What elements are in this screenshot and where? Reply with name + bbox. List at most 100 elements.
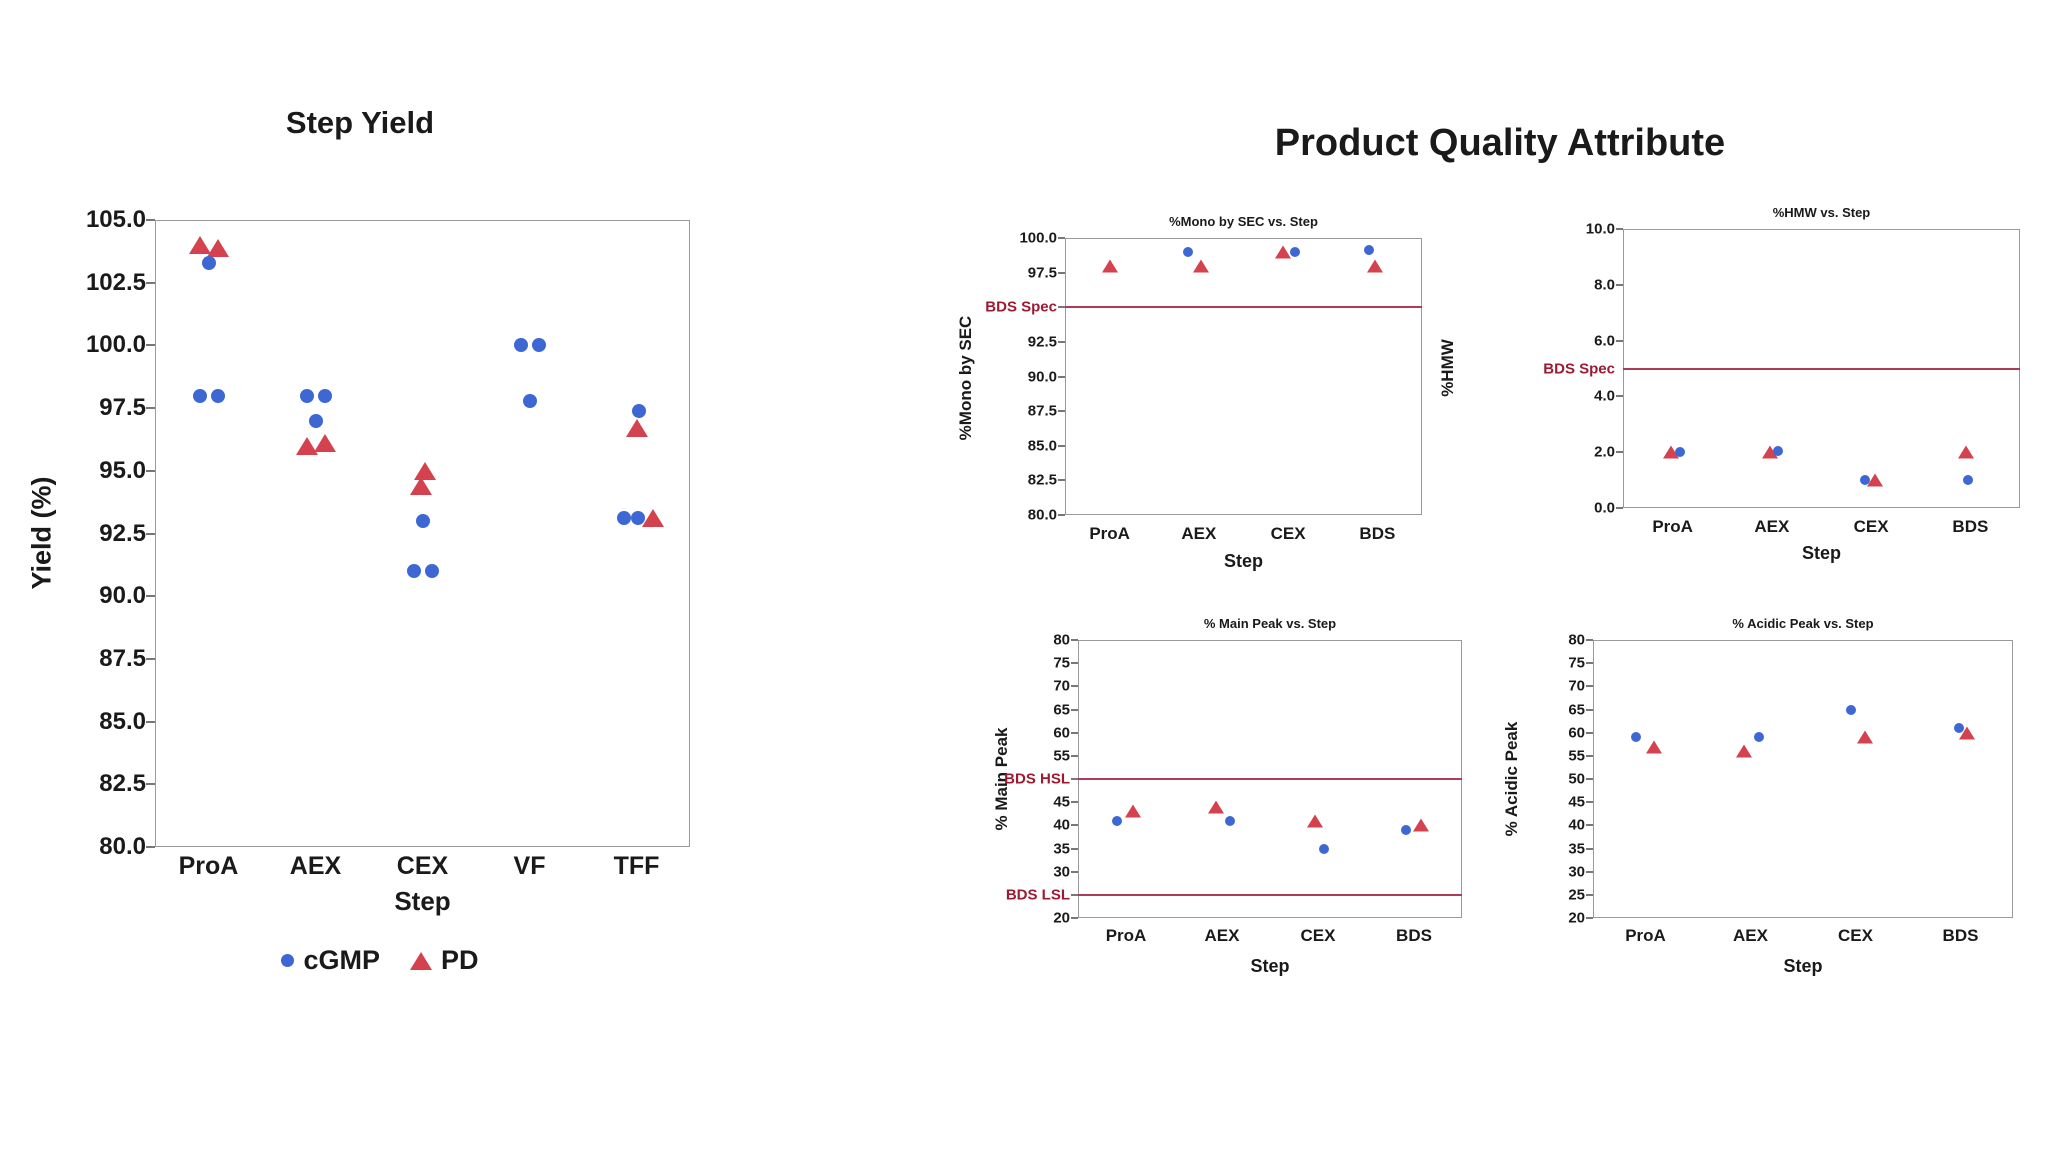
marker-pd xyxy=(1856,730,1873,744)
y-tick-label: 80 xyxy=(1568,631,1585,649)
y-tick-label: 2.0 xyxy=(1594,443,1615,461)
step-yield-x-axis-label: Step xyxy=(394,886,451,916)
x-category-label: CEX xyxy=(1300,926,1336,945)
y-tick-mark xyxy=(1586,662,1593,665)
y-tick-mark xyxy=(1616,507,1623,509)
y-tick-mark xyxy=(1058,444,1065,447)
x-category-label: BDS xyxy=(1396,926,1432,945)
y-tick-mark xyxy=(1058,514,1065,516)
spec-ref-line xyxy=(1065,306,1422,309)
mono-x-axis-label: Step xyxy=(1223,551,1263,571)
y-tick-label: 87.5 xyxy=(99,644,146,672)
y-tick-label: 105.0 xyxy=(85,206,146,233)
marker-cgmp xyxy=(630,511,645,526)
y-tick-label: 80 xyxy=(1053,631,1070,649)
mono-chart-title: %Mono by SEC vs. Step xyxy=(1169,214,1318,229)
y-tick-mark xyxy=(1586,685,1593,688)
legend: cGMP PD xyxy=(120,945,640,976)
marker-pd xyxy=(206,238,229,257)
y-tick-label: 100.0 xyxy=(85,331,146,359)
x-category-label: ProA xyxy=(178,852,239,880)
marker-cgmp xyxy=(201,255,216,270)
marker-pd xyxy=(1192,259,1209,273)
acidic-peak-plot-area xyxy=(1593,640,2013,918)
y-tick-mark xyxy=(1586,731,1593,734)
y-tick-label: 70 xyxy=(1568,677,1585,695)
marker-cgmp xyxy=(1290,246,1301,257)
y-tick-label: 40 xyxy=(1053,816,1070,834)
y-tick-mark xyxy=(146,344,155,347)
y-tick-label: 97.5 xyxy=(1027,264,1057,282)
y-tick-mark xyxy=(1058,237,1065,239)
y-tick-label: 82.5 xyxy=(99,770,146,798)
marker-pd xyxy=(625,419,648,438)
y-tick-label: 6.0 xyxy=(1594,332,1615,350)
y-tick-label: 95.0 xyxy=(99,456,146,484)
y-tick-mark xyxy=(1616,339,1623,342)
y-tick-mark xyxy=(1071,824,1078,827)
legend-label-cgmp: cGMP xyxy=(303,945,380,975)
y-tick-mark xyxy=(1616,283,1623,286)
y-tick-label: 30 xyxy=(1053,863,1070,881)
y-tick-mark xyxy=(146,469,155,472)
spec-ref-line xyxy=(1078,893,1462,896)
marker-pd xyxy=(1208,800,1224,814)
y-tick-label: 45 xyxy=(1568,793,1585,811)
marker-pd xyxy=(1367,259,1384,273)
legend-item-cgmp: cGMP xyxy=(281,945,380,976)
marker-pd xyxy=(1275,245,1292,259)
x-category-label: ProA xyxy=(1105,926,1147,945)
y-tick-label: 65 xyxy=(1568,701,1585,718)
marker-cgmp xyxy=(415,513,430,528)
y-tick-mark xyxy=(1616,395,1623,398)
marker-pd xyxy=(413,461,436,480)
y-tick-label: 35 xyxy=(1053,840,1070,857)
marker-pd xyxy=(641,509,664,528)
y-tick-mark xyxy=(1071,662,1078,665)
y-tick-mark xyxy=(146,846,155,848)
x-category-label: BDS xyxy=(1952,517,1989,536)
y-tick-label: 55 xyxy=(1568,747,1585,765)
marker-cgmp xyxy=(522,393,537,408)
x-category-label: AEX xyxy=(1754,517,1790,536)
marker-pd xyxy=(1958,726,1975,740)
y-tick-label: 45 xyxy=(1053,793,1070,811)
x-category-label: BDS xyxy=(1942,926,1979,945)
y-tick-mark xyxy=(146,595,155,598)
y-tick-label: 80.0 xyxy=(1027,506,1057,524)
marker-cgmp xyxy=(406,564,421,579)
marker-cgmp xyxy=(1845,704,1856,715)
y-tick-label: 40 xyxy=(1568,816,1585,834)
y-tick-label: 75 xyxy=(1053,654,1070,672)
y-tick-mark xyxy=(1586,639,1593,641)
x-category-label: BDS xyxy=(1359,524,1396,543)
marker-pd xyxy=(1735,744,1752,758)
marker-pd xyxy=(313,434,336,453)
legend-item-pd: PD xyxy=(410,945,479,976)
marker-cgmp xyxy=(1860,475,1871,486)
y-tick-mark xyxy=(1616,228,1623,230)
y-tick-label: 85.0 xyxy=(1027,437,1057,455)
y-tick-mark xyxy=(1071,801,1078,804)
y-tick-mark xyxy=(1058,375,1065,378)
y-tick-mark xyxy=(1586,847,1593,850)
y-tick-mark xyxy=(1586,917,1593,919)
x-category-label: CEX xyxy=(1270,524,1306,543)
marker-pd xyxy=(1958,445,1975,459)
quality-heading: Product Quality Attribute xyxy=(1274,122,1726,164)
pd-triangle-icon xyxy=(410,951,432,970)
x-category-label: TFF xyxy=(613,852,660,880)
y-tick-mark xyxy=(1586,754,1593,757)
y-tick-mark xyxy=(1586,893,1593,896)
marker-cgmp xyxy=(1772,445,1783,456)
y-tick-label: 70 xyxy=(1053,677,1070,695)
marker-cgmp xyxy=(1753,732,1764,743)
marker-cgmp xyxy=(317,388,332,403)
y-tick-mark xyxy=(146,407,155,410)
y-tick-mark xyxy=(1071,847,1078,850)
y-tick-mark xyxy=(1058,271,1065,274)
spec-axis-label: BDS HSL xyxy=(1004,770,1070,788)
marker-cgmp xyxy=(210,388,225,403)
marker-cgmp xyxy=(1364,245,1375,256)
x-category-label: AEX xyxy=(1733,926,1768,945)
